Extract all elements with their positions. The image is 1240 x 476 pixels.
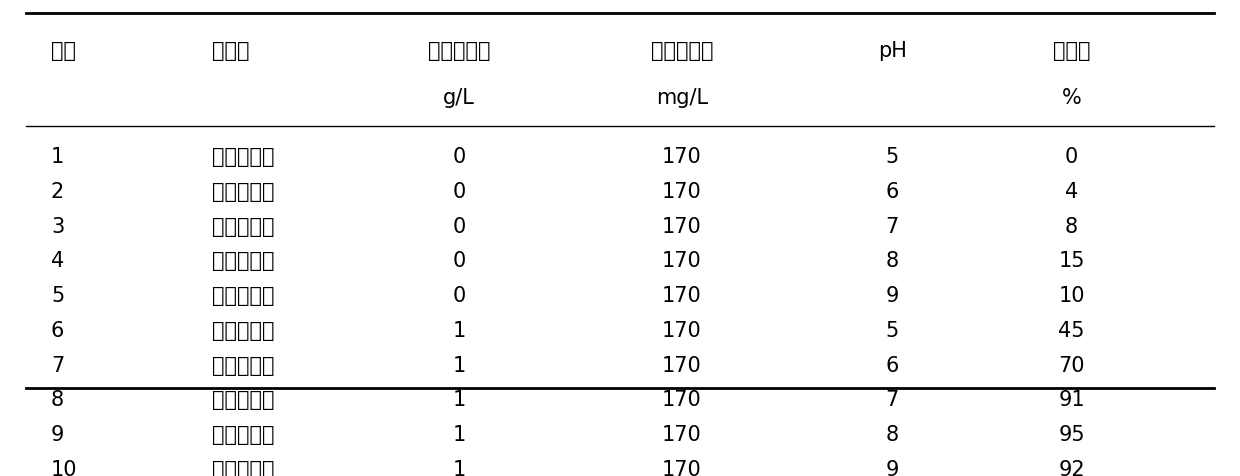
Text: 170: 170 [662, 251, 702, 271]
Text: 1: 1 [453, 390, 466, 410]
Text: 序号: 序号 [51, 41, 76, 61]
Text: 催化剂浓度: 催化剂浓度 [428, 41, 490, 61]
Text: 2: 2 [51, 182, 64, 202]
Text: 1: 1 [453, 425, 466, 445]
Text: 170: 170 [662, 182, 702, 202]
Text: 反应物: 反应物 [212, 41, 249, 61]
Text: 间二硝基苯: 间二硝基苯 [212, 425, 274, 445]
Text: 3: 3 [51, 217, 64, 237]
Text: mg/L: mg/L [656, 88, 708, 108]
Text: 45: 45 [1058, 321, 1085, 341]
Text: 间二硝基苯: 间二硝基苯 [212, 460, 274, 476]
Text: 70: 70 [1058, 356, 1085, 376]
Text: 间二硝基苯: 间二硝基苯 [212, 390, 274, 410]
Text: 8: 8 [885, 251, 899, 271]
Text: 5: 5 [51, 286, 64, 306]
Text: 0: 0 [453, 217, 466, 237]
Text: 92: 92 [1058, 460, 1085, 476]
Text: 4: 4 [1065, 182, 1079, 202]
Text: g/L: g/L [443, 88, 475, 108]
Text: 95: 95 [1058, 425, 1085, 445]
Text: 5: 5 [885, 147, 899, 167]
Text: 9: 9 [885, 286, 899, 306]
Text: 8: 8 [1065, 217, 1078, 237]
Text: 9: 9 [51, 425, 64, 445]
Text: 7: 7 [51, 356, 64, 376]
Text: 170: 170 [662, 286, 702, 306]
Text: 7: 7 [885, 217, 899, 237]
Text: 0: 0 [453, 182, 466, 202]
Text: 0: 0 [453, 286, 466, 306]
Text: 1: 1 [453, 460, 466, 476]
Text: 间二硝基苯: 间二硝基苯 [212, 251, 274, 271]
Text: 1: 1 [51, 147, 64, 167]
Text: pH: pH [878, 41, 906, 61]
Text: 170: 170 [662, 425, 702, 445]
Text: %: % [1061, 88, 1081, 108]
Text: 0: 0 [1065, 147, 1079, 167]
Text: 间二硝基苯: 间二硝基苯 [212, 356, 274, 376]
Text: 间二硝基苯: 间二硝基苯 [212, 321, 274, 341]
Text: 1: 1 [453, 356, 466, 376]
Text: 8: 8 [51, 390, 64, 410]
Text: 170: 170 [662, 147, 702, 167]
Text: 间二硝基苯: 间二硝基苯 [212, 147, 274, 167]
Text: 0: 0 [453, 251, 466, 271]
Text: 4: 4 [51, 251, 64, 271]
Text: 170: 170 [662, 460, 702, 476]
Text: 170: 170 [662, 390, 702, 410]
Text: 6: 6 [885, 356, 899, 376]
Text: 还原剂浓度: 还原剂浓度 [651, 41, 713, 61]
Text: 10: 10 [1058, 286, 1085, 306]
Text: 0: 0 [453, 147, 466, 167]
Text: 7: 7 [885, 390, 899, 410]
Text: 转化率: 转化率 [1053, 41, 1090, 61]
Text: 15: 15 [1058, 251, 1085, 271]
Text: 1: 1 [453, 321, 466, 341]
Text: 间二硝基苯: 间二硝基苯 [212, 286, 274, 306]
Text: 间二硝基苯: 间二硝基苯 [212, 182, 274, 202]
Text: 170: 170 [662, 217, 702, 237]
Text: 10: 10 [51, 460, 77, 476]
Text: 间二硝基苯: 间二硝基苯 [212, 217, 274, 237]
Text: 8: 8 [885, 425, 899, 445]
Text: 6: 6 [885, 182, 899, 202]
Text: 91: 91 [1058, 390, 1085, 410]
Text: 170: 170 [662, 321, 702, 341]
Text: 170: 170 [662, 356, 702, 376]
Text: 6: 6 [51, 321, 64, 341]
Text: 5: 5 [885, 321, 899, 341]
Text: 9: 9 [885, 460, 899, 476]
